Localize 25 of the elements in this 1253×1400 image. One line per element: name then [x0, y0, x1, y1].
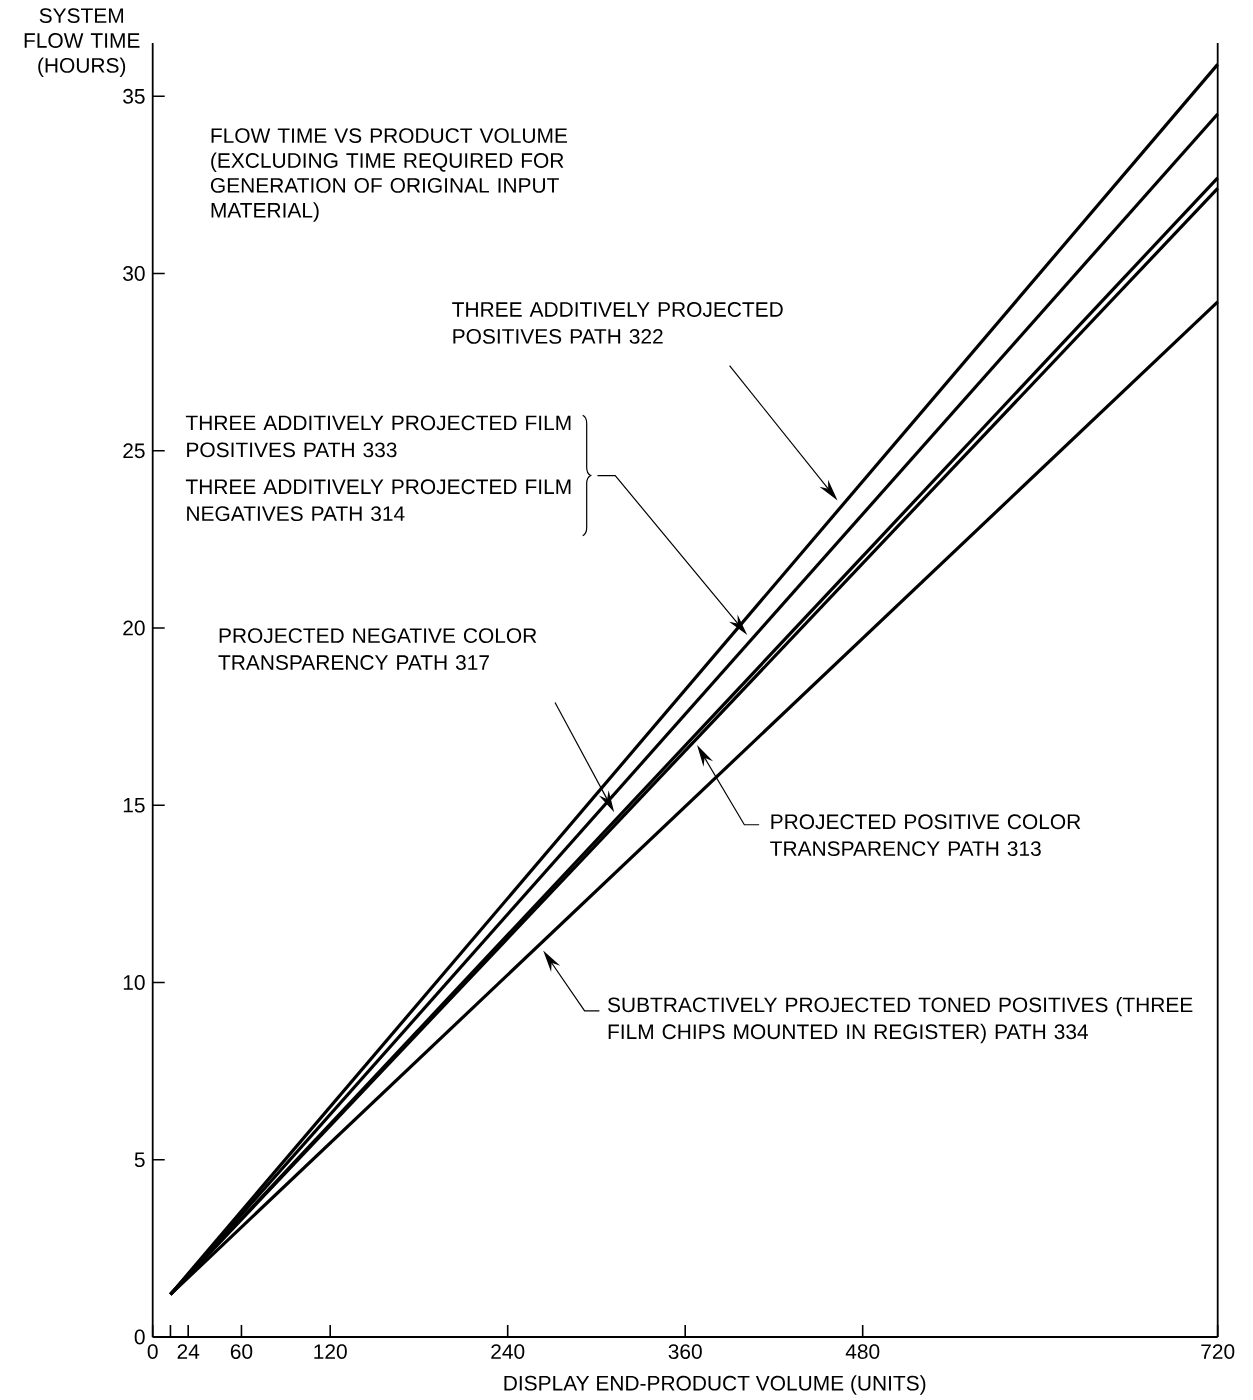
x-tick-label: 360 [668, 1344, 702, 1359]
x-axis-title: DISPLAY END-PRODUCT VOLUME (UNITS) [504, 1375, 926, 1395]
y-tick-label: 20 [123, 620, 145, 636]
y-tick-label: 35 [123, 88, 145, 104]
y-axis-title: SYSTEM FLOW TIME (HOURS) [24, 8, 140, 77]
y-tick-label: 30 [123, 266, 145, 281]
annotation: PROJECTED NEGATIVE COLOR TRANSPARENCY PATH 317 [218, 628, 537, 670]
text: FLOW TIME VS PRODUCT VOLUME (EXCLUDING TIME REQUIRED FOR GENERATION OF ORIGINAL INPUT MATERIAL) [210, 128, 568, 222]
x-tick-label: 720 [1201, 1344, 1235, 1359]
x-tick-label: 60 [230, 1344, 253, 1359]
y-tick-label: 10 [123, 975, 145, 990]
x-tick-label: 480 [845, 1344, 880, 1359]
x-tick-label: 240 [491, 1344, 525, 1359]
annotation: THREE ADDITIVELY PROJECTED FILM NEGATIVES PATH 314 [185, 479, 571, 522]
annotation: PROJECTED POSITIVE COLOR TRANSPARENCY PATH 313 [770, 814, 1081, 857]
x-tick-label: 0 [147, 1344, 158, 1359]
x-tick-label: 120 [314, 1344, 347, 1359]
y-tick-label: 5 [134, 1152, 145, 1168]
x-tick-label: 24 [177, 1344, 200, 1359]
annotation: THREE ADDITIVELY PROJECTED POSITIVES PATH 322 [452, 302, 783, 344]
annotation: THREE ADDITIVELY PROJECTED FILM POSITIVES PATH 333 [185, 415, 571, 458]
y-tick-label: 0 [134, 1329, 145, 1345]
y-tick-label: 25 [123, 443, 145, 459]
y-tick-label: 15 [123, 797, 145, 813]
annotation: SUBTRACTIVELY PROJECTED TONED POSITIVES (THREE FILM CHIPS MOUNTED IN REGISTER) PATH 334 [607, 996, 1193, 1044]
